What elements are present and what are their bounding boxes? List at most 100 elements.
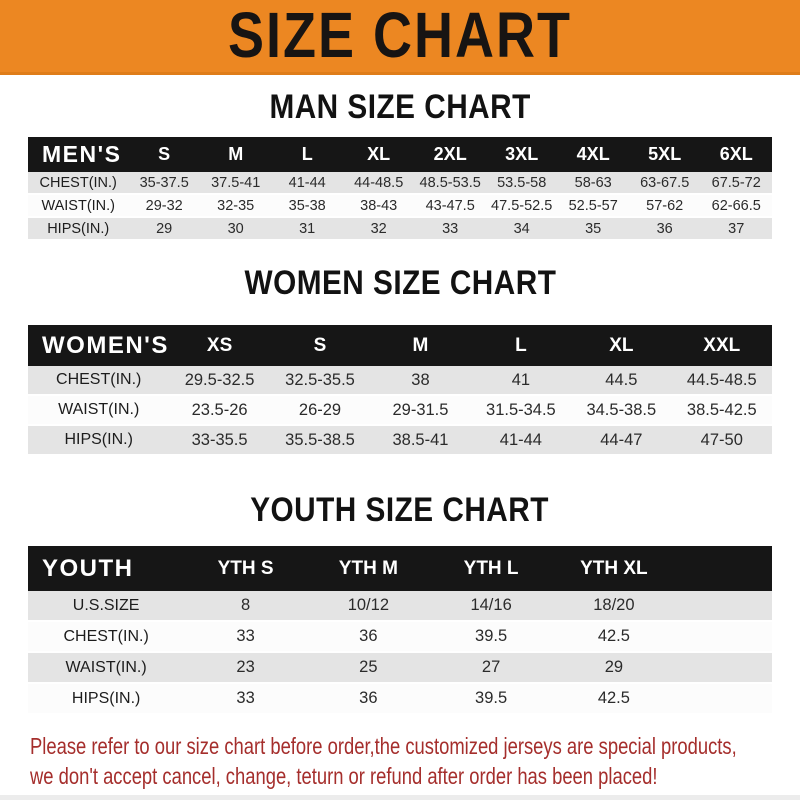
data-cell: 29-32 (128, 195, 200, 218)
data-cell: 36 (306, 684, 430, 715)
table-row: HIPS(IN.) 33-35.5 35.5-38.5 38.5-41 41-44 44-… (28, 426, 772, 456)
data-cell: 67.5-72 (700, 172, 772, 195)
data-cell: 63-67.5 (628, 172, 701, 195)
column-header: XXL (671, 325, 772, 366)
row-label: WAIST(IN.) (28, 653, 185, 684)
table-row: HIPS(IN.) 33 36 39.5 42.5 (28, 684, 772, 715)
data-cell: 38 (370, 366, 471, 396)
row-label: CHEST(IN.) (28, 366, 170, 396)
footer-disclaimer: Please refer to our size chart before or… (30, 731, 737, 791)
men-size-table: MEN'S S M L XL 2XL 3XL 4XL 5XL 6XL CHEST(IN.) 35-37… (28, 137, 772, 241)
data-cell: 35-38 (271, 195, 343, 218)
men-section-heading: MAN SIZE CHART (269, 87, 531, 126)
table-row: WAIST(IN.) 23.5-26 26-29 29-31.5 31.5-34.5 34… (28, 396, 772, 426)
table-corner-label: WOMEN'S (28, 325, 170, 366)
data-cell: 32.5-35.5 (269, 366, 371, 396)
row-label: WAIST(IN.) (28, 396, 170, 426)
row-label: HIPS(IN.) (28, 426, 170, 456)
table-row: HIPS(IN.) 29 30 31 32 33 34 35 36 37 (28, 218, 772, 241)
column-header: M (370, 325, 471, 366)
column-header: 6XL (700, 137, 772, 172)
column-header: XL (342, 137, 415, 172)
table-corner-label: YOUTH (28, 546, 185, 591)
data-cell: 44-48.5 (342, 172, 415, 195)
column-header: 4XL (557, 137, 629, 172)
data-cell: 38.5-41 (370, 426, 471, 456)
data-cell: 37.5-41 (199, 172, 272, 195)
data-cell: 31.5-34.5 (470, 396, 572, 426)
data-cell: 47-50 (671, 426, 772, 456)
data-cell: 42.5 (552, 622, 676, 653)
row-label: U.S.SIZE (28, 591, 185, 622)
data-cell: 57-62 (628, 195, 701, 218)
data-cell: 23 (184, 653, 307, 684)
data-cell: 47.5-52.5 (485, 195, 558, 218)
data-cell: 38-43 (342, 195, 415, 218)
data-cell: 33 (184, 684, 307, 715)
data-cell: 53.5-58 (485, 172, 558, 195)
data-cell: 23.5-26 (169, 396, 270, 426)
data-cell: 52.5-57 (557, 195, 629, 218)
data-cell: 27 (429, 653, 553, 684)
column-header: 3XL (485, 137, 558, 172)
data-cell: 35-37.5 (128, 172, 200, 195)
column-header: YTH L (429, 546, 553, 591)
data-cell: 8 (184, 591, 307, 622)
size-table: WOMEN'S XS S M L XL XXL CHEST(IN.) 29.5-32.5 32.5… (28, 325, 772, 456)
filler-column-header (675, 546, 772, 591)
data-cell: 34 (485, 218, 558, 241)
banner: SIZE CHART (0, 0, 800, 75)
data-cell: 44.5-48.5 (671, 366, 772, 396)
filler-cell (675, 684, 772, 715)
column-header: M (199, 137, 272, 172)
bottom-edge-strip (0, 795, 800, 800)
column-header: XL (571, 325, 672, 366)
size-table: YOUTH YTH S YTH M YTH L YTH XL U.S.SIZE 8 10/12… (28, 546, 772, 715)
data-cell: 36 (306, 622, 430, 653)
column-header: 2XL (414, 137, 486, 172)
row-label: WAIST(IN.) (28, 195, 129, 218)
data-cell: 41-44 (271, 172, 343, 195)
banner-title: SIZE CHART (228, 0, 572, 72)
youth-section-heading: YOUTH SIZE CHART (250, 490, 550, 529)
data-cell: 33 (184, 622, 307, 653)
data-cell: 39.5 (429, 622, 553, 653)
table-row: WAIST(IN.) 23 25 27 29 (28, 653, 772, 684)
data-cell: 44.5 (571, 366, 672, 396)
table-row: CHEST(IN.) 35-37.5 37.5-41 41-44 44-48.5 48.5… (28, 172, 772, 195)
data-cell: 25 (306, 653, 430, 684)
data-cell: 29-31.5 (370, 396, 471, 426)
data-cell: 33 (414, 218, 486, 241)
data-cell: 58-63 (557, 172, 629, 195)
row-label: HIPS(IN.) (28, 218, 129, 241)
data-cell: 29 (552, 653, 676, 684)
data-cell: 34.5-38.5 (571, 396, 672, 426)
youth-size-table: YOUTH YTH S YTH M YTH L YTH XL U.S.SIZE 8 10/12… (28, 546, 772, 715)
footer-line-1: Please refer to our size chart before or… (30, 733, 737, 759)
column-header: YTH M (306, 546, 430, 591)
data-cell: 43-47.5 (414, 195, 486, 218)
data-cell: 41 (470, 366, 572, 396)
data-cell: 18/20 (552, 591, 676, 622)
data-cell: 29.5-32.5 (169, 366, 270, 396)
data-cell: 31 (271, 218, 343, 241)
women-section-heading: WOMEN SIZE CHART (244, 263, 556, 302)
table-row: U.S.SIZE 8 10/12 14/16 18/20 (28, 591, 772, 622)
column-header: L (470, 325, 572, 366)
filler-cell (675, 622, 772, 653)
data-cell: 10/12 (306, 591, 430, 622)
data-cell: 44-47 (571, 426, 672, 456)
data-cell: 42.5 (552, 684, 676, 715)
header-row: WOMEN'S XS S M L XL XXL (28, 325, 772, 366)
filler-cell (675, 653, 772, 684)
data-cell: 38.5-42.5 (671, 396, 772, 426)
data-cell: 29 (128, 218, 200, 241)
table-row: WAIST(IN.) 29-32 32-35 35-38 38-43 43-47.5 47.… (28, 195, 772, 218)
row-label: CHEST(IN.) (28, 172, 129, 195)
table-row: CHEST(IN.) 29.5-32.5 32.5-35.5 38 41 44.5 44.5… (28, 366, 772, 396)
row-label: HIPS(IN.) (28, 684, 185, 715)
column-header: XS (169, 325, 270, 366)
data-cell: 35 (557, 218, 629, 241)
data-cell: 33-35.5 (169, 426, 270, 456)
